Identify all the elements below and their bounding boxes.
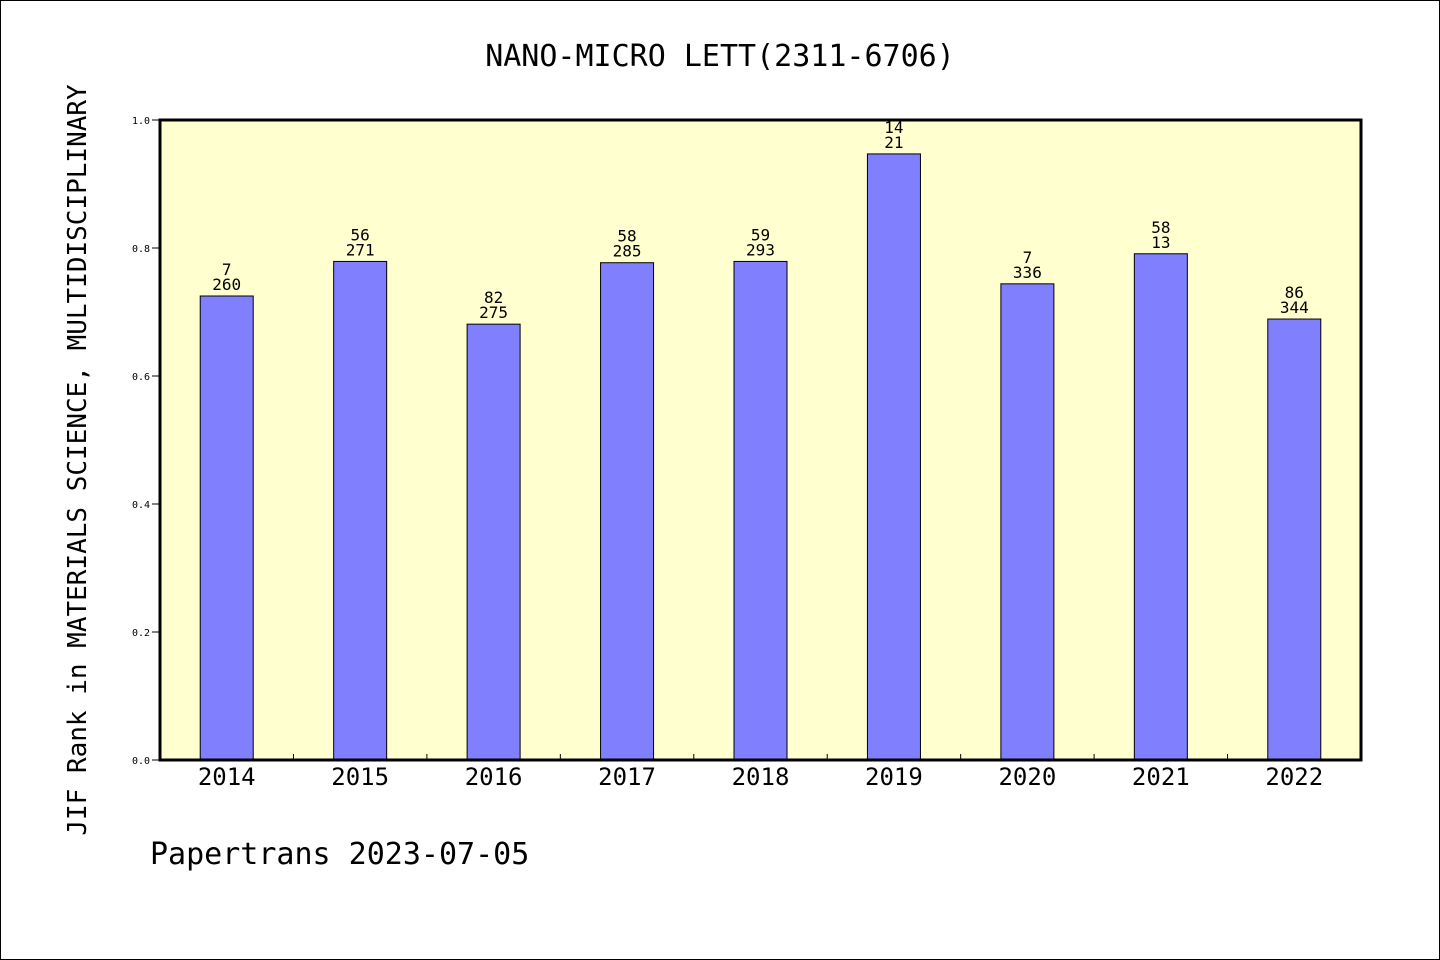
bar-2022 [1267,318,1322,761]
bar-2016 [466,323,521,761]
y-axis-label: JIF Rank in MATERIALS SCIENCE, MULTIDISC… [63,84,93,836]
x-tick-label-2015: 2015 [331,763,389,791]
bar-series [199,153,1322,761]
x-tick-label-2019: 2019 [865,763,923,791]
bar-data-labels: 7260562718227558285592931421733658138634… [212,118,1308,322]
bar-label-total-2016: 275 [479,303,508,322]
bar-label-total-2014: 260 [212,275,241,294]
y-tick-label: 0.8 [132,244,150,255]
x-tick-label-2014: 2014 [198,763,256,791]
x-tick-label-2018: 2018 [732,763,790,791]
bar-2015 [333,260,388,761]
y-axis-ticks: 0.0 0.2 0.4 0.6 0.8 1.0 [132,116,160,767]
y-tick-label: 0.2 [132,628,150,639]
bar-2021 [1133,253,1188,761]
bar-label-rank-2018: 59 [751,225,770,244]
bar-label-rank-2017: 58 [617,227,636,246]
footer-watermark: Papertrans 2023-07-05 [150,837,529,872]
bar-label-rank-2016: 82 [484,288,503,307]
bar-label-rank-2022: 86 [1285,283,1304,302]
bar-label-total-2015: 271 [346,240,375,259]
x-tick-labels: 2014 2015 2016 2017 2018 2019 2020 2021 2022 [198,763,1323,791]
y-tick-label: 0.0 [132,756,150,767]
bar-label-total-2020: 336 [1013,263,1042,282]
bar-2014 [199,295,254,761]
bar-label-rank-2021: 58 [1151,218,1170,237]
bar-label-total-2017: 285 [613,242,642,261]
y-tick-label: 1.0 [132,116,150,127]
bar-label-rank-2014: 7 [222,260,232,279]
plot-border [158,118,1363,762]
bar-2018 [733,260,788,761]
bar-label-rank-2019: 14 [884,118,903,137]
bar-label-rank-2020: 7 [1023,248,1033,267]
y-tick-label: 0.6 [132,372,150,383]
bar-2020 [1000,283,1055,761]
bar-label-total-2018: 293 [746,240,775,259]
chart-title: NANO-MICRO LETT(2311-6706) [485,39,955,74]
y-tick-label: 0.4 [132,500,150,511]
bar-2017 [600,262,655,761]
bar-label-total-2022: 344 [1280,298,1309,317]
bar-label-total-2019: 21 [884,133,903,152]
bar-label-total-2021: 13 [1151,233,1170,252]
x-tick-label-2021: 2021 [1132,763,1190,791]
x-tick-label-2017: 2017 [598,763,656,791]
bar-2019 [866,153,921,761]
x-tick-label-2022: 2022 [1265,763,1323,791]
x-tick-label-2020: 2020 [998,763,1056,791]
x-tick-label-2016: 2016 [465,763,523,791]
bar-label-rank-2015: 56 [351,225,370,244]
